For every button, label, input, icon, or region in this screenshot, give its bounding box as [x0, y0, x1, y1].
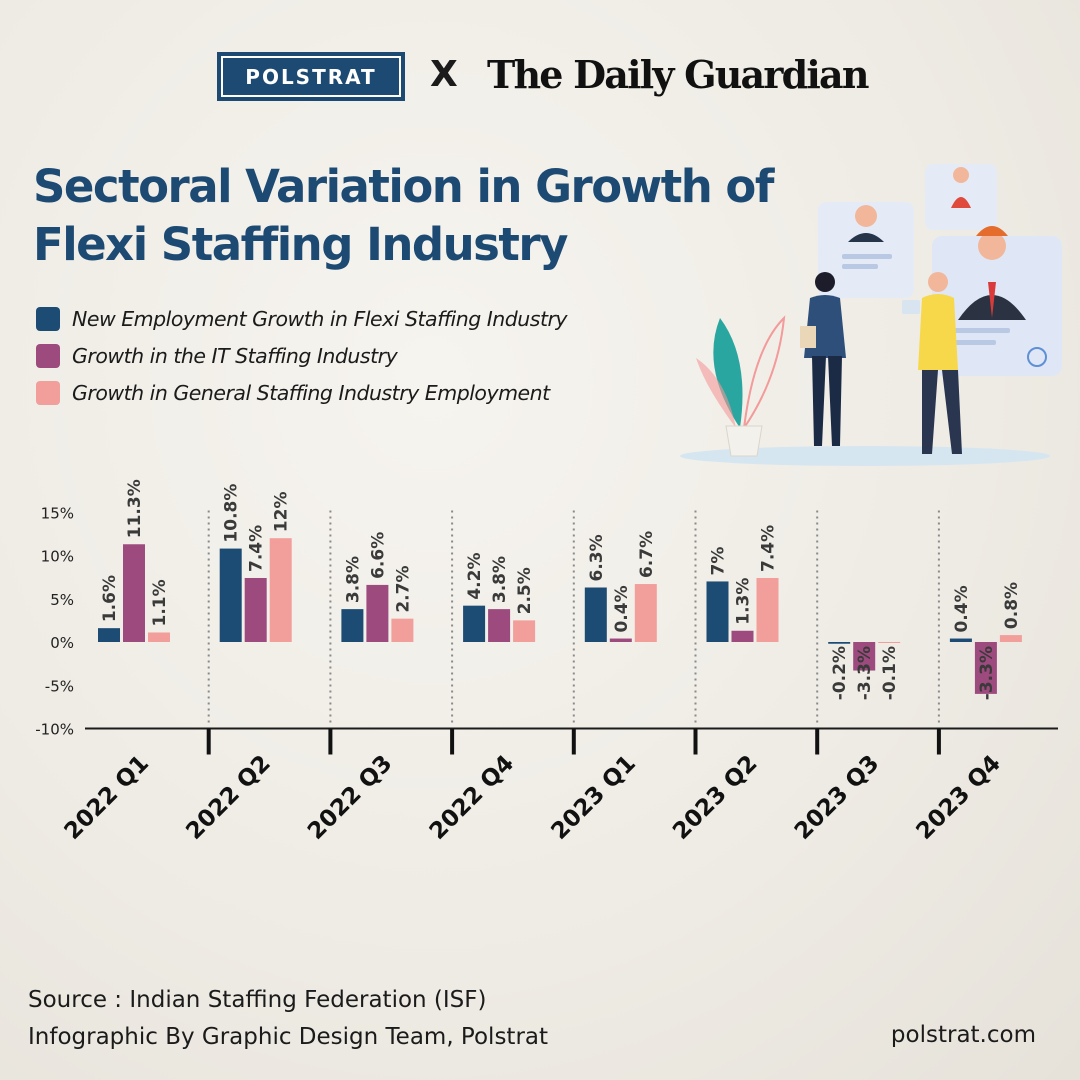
- bar-3: [391, 618, 414, 642]
- bar-2: [609, 638, 632, 642]
- y-tick-label: -5%: [45, 677, 74, 695]
- data-label: 3.8%: [490, 556, 510, 603]
- data-label: 12%: [272, 491, 292, 532]
- data-label: 11.3%: [125, 479, 145, 538]
- bar-2: [731, 630, 754, 642]
- legend-item-it-staffing: Growth in the IT Staffing Industry: [36, 337, 567, 374]
- bar-3: [999, 635, 1022, 642]
- bar-3: [148, 632, 170, 642]
- website-link[interactable]: polstrat.com: [890, 1022, 1036, 1048]
- x-tick-label: 2023 Q1: [546, 750, 640, 844]
- staffing-illustration: [680, 164, 1062, 466]
- footer: Source : Indian Staffing Federation (ISF…: [28, 982, 548, 1056]
- legend-swatch-it-staffing: [36, 343, 60, 368]
- x-tick-label: 2022 Q3: [303, 750, 397, 844]
- bar-3: [878, 642, 901, 643]
- data-label: 1.6%: [100, 575, 120, 622]
- bar-2: [244, 577, 267, 642]
- legend-label-new-employment: New Employment Growth in Flexi Staffing …: [72, 306, 568, 331]
- y-tick-label: 10%: [41, 548, 74, 566]
- plant-leaf-icon: [713, 318, 743, 428]
- x-tick-label: 2023 Q2: [668, 750, 762, 844]
- y-tick-label: -10%: [35, 721, 74, 739]
- bar-1: [341, 609, 364, 642]
- data-label: 0.8%: [1002, 582, 1022, 629]
- bar-1: [463, 605, 486, 642]
- bar-2: [974, 642, 997, 694]
- bar-2: [488, 609, 511, 642]
- credit-text: Infographic By Graphic Design Team, Pols…: [28, 1024, 549, 1050]
- data-label: 4.2%: [465, 553, 485, 600]
- bar-1: [949, 638, 972, 642]
- data-label: 1.1%: [150, 579, 170, 626]
- data-label: 6.3%: [587, 534, 607, 581]
- page-title: Sectoral Variation in Growth of Flexi St…: [33, 160, 774, 271]
- legend-item-new-employment: New Employment Growth in Flexi Staffing …: [36, 300, 568, 337]
- x-tick-label: 2023 Q4: [912, 750, 1006, 844]
- bar-2: [123, 544, 145, 642]
- x-tick-label: 2022 Q1: [60, 750, 154, 844]
- bar-3: [634, 584, 657, 642]
- data-label: 7.4%: [247, 525, 267, 572]
- y-tick-label: 5%: [50, 591, 74, 609]
- data-label: 0.4%: [952, 585, 972, 632]
- header: POLSTRAT X The Daily Guardian: [0, 52, 1080, 102]
- bar-3: [513, 620, 536, 642]
- data-label: 10.8%: [222, 484, 242, 543]
- data-label: -3.3%: [977, 646, 997, 700]
- data-label: -0.2%: [830, 646, 850, 700]
- data-label: 0.4%: [612, 585, 632, 632]
- bar-2: [366, 584, 389, 642]
- legend-label-general-staffing: Growth in General Staffing Industry Empl…: [72, 380, 550, 405]
- daily-guardian-logo: The Daily Guardian: [487, 52, 869, 97]
- data-label: 6.7%: [637, 531, 657, 578]
- legend-label-it-staffing: Growth in the IT Staffing Industry: [72, 343, 398, 368]
- woman-figure-icon: [815, 272, 835, 292]
- y-tick-label: 15%: [41, 504, 74, 522]
- profile-card-icon: [818, 202, 914, 298]
- chart-legend: New Employment Growth in Flexi Staffing …: [36, 300, 568, 411]
- legend-swatch-new-employment: [36, 306, 60, 331]
- data-label: -3.3%: [855, 646, 875, 700]
- legend-item-general-staffing: Growth in General Staffing Industry Empl…: [36, 374, 567, 411]
- legend-swatch-general-staffing: [36, 380, 60, 405]
- y-tick-label: 0%: [50, 634, 74, 652]
- data-label: 3.8%: [343, 556, 363, 603]
- bar-chart: 15% 10% 5% 0% -5% -10% 1.6% 11.3% 1.1% 2022 Q1 10.…: [35, 479, 1058, 845]
- data-label: -0.1%: [880, 646, 900, 700]
- polstrat-logo-text: POLSTRAT: [221, 56, 401, 97]
- x-tick-label: 2022 Q2: [181, 750, 275, 844]
- source-text: Source : Indian Staffing Federation (ISF…: [28, 987, 487, 1013]
- plant-pot-icon: [725, 425, 763, 457]
- polstrat-logo: POLSTRAT: [217, 52, 405, 101]
- data-label: 1.3%: [734, 578, 754, 625]
- bar-2: [853, 642, 876, 671]
- bar-1: [584, 587, 607, 642]
- bar-3: [756, 577, 779, 642]
- x-tick-label: 2022 Q4: [425, 750, 519, 844]
- data-label: 7%: [709, 547, 729, 576]
- bar-3: [269, 538, 292, 642]
- data-label: 2.5%: [515, 567, 535, 614]
- x-tick-label: 2023 Q3: [790, 750, 884, 844]
- collaboration-x: X: [430, 54, 458, 95]
- data-label: 7.4%: [759, 525, 779, 572]
- data-label: 2.7%: [393, 565, 413, 612]
- checkmark-icon: [1027, 347, 1047, 367]
- bar-1: [828, 642, 851, 644]
- bar-1: [219, 548, 242, 642]
- bar-1: [706, 581, 729, 642]
- man-figure-icon: [928, 272, 948, 292]
- bar-1: [98, 628, 120, 642]
- data-label: 6.6%: [368, 532, 388, 579]
